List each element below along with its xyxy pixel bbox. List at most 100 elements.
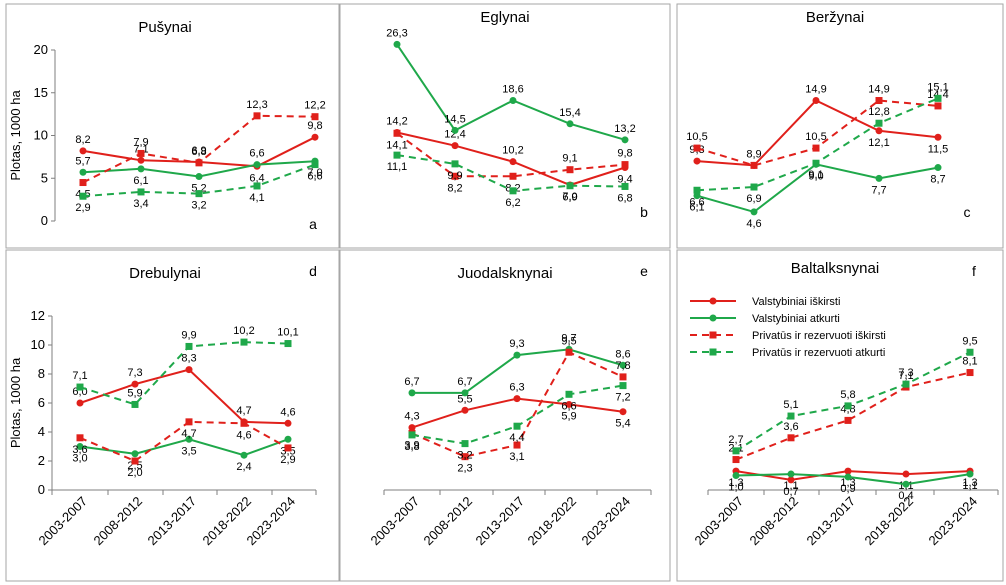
- data-point: [750, 208, 758, 216]
- data-label: 9,9: [181, 329, 196, 341]
- y-tick-label: 12: [31, 308, 45, 323]
- data-label: 5,4: [615, 418, 630, 430]
- panel-d: Drebulynai d 0 2 4 6 8 10 12 Plotas, 1000 ha 2003-…: [5, 249, 340, 582]
- data-label: 3,4: [133, 198, 148, 210]
- data-point: [284, 444, 292, 452]
- data-point: [875, 174, 883, 182]
- data-point: [566, 182, 574, 190]
- data-label: 0,9: [840, 483, 855, 495]
- series-line: [82, 163, 316, 198]
- data-label: 0,4: [898, 490, 913, 502]
- data-label: 8,2: [75, 134, 90, 146]
- data-label: 3,6: [783, 421, 798, 433]
- data-point: [185, 435, 193, 443]
- data-label: 5,5: [457, 393, 472, 405]
- data-label: 9,1: [562, 153, 577, 165]
- data-label: 5,7: [75, 155, 90, 167]
- data-label: 11,1: [387, 161, 408, 173]
- data-point: [137, 156, 145, 164]
- data-label: 1,1: [783, 480, 798, 492]
- data-point: [451, 172, 459, 180]
- data-label: 6,2: [505, 197, 520, 209]
- data-point: [131, 400, 139, 408]
- data-label: 9,5: [561, 335, 576, 347]
- data-point: [934, 164, 942, 172]
- data-point: [76, 443, 84, 450]
- data-label: 18,6: [502, 83, 523, 95]
- data-point: [461, 389, 469, 397]
- data-label: 6,8: [191, 146, 206, 158]
- data-label: 7,1: [133, 143, 148, 155]
- data-point: [79, 179, 87, 187]
- data-label: 5,9: [127, 387, 142, 399]
- x-tick-label: 2023-2024: [244, 494, 299, 549]
- panel-title: Baltalksnynai: [791, 260, 879, 277]
- data-label: 9,5: [962, 335, 977, 347]
- y-tick-label: 0: [41, 213, 48, 228]
- data-point: [619, 373, 627, 381]
- x-tick-label: 2008-2012: [91, 494, 146, 549]
- panel-title: Pušynai: [138, 19, 191, 36]
- data-label: 5,1: [783, 399, 798, 411]
- data-point: [79, 147, 87, 155]
- data-label: 10,5: [805, 131, 826, 143]
- panel-letter: a: [309, 216, 317, 232]
- data-label: 1,3: [962, 477, 977, 489]
- data-label: 14,2: [386, 116, 407, 128]
- data-point: [693, 186, 701, 194]
- data-label: 6,9: [191, 145, 206, 157]
- data-point: [253, 161, 261, 169]
- y-tick-label: 8: [38, 366, 45, 381]
- data-point: [509, 172, 517, 180]
- data-point: [393, 129, 401, 137]
- data-point: [131, 450, 139, 458]
- data-point: [76, 383, 84, 391]
- panel-c: Beržynaic9,38,914,912,111,56,14,69,07,78…: [676, 3, 1004, 249]
- data-point: [311, 133, 319, 141]
- x-tick-label: 2013-2017: [804, 494, 859, 549]
- data-point: [79, 168, 87, 176]
- legend: Valstybiniai iškirsti Valstybiniai atkurt…: [690, 296, 886, 359]
- data-point: [565, 348, 573, 356]
- data-label: 7,0: [562, 191, 577, 203]
- panel-title: Beržynai: [806, 9, 864, 26]
- series-line: [79, 341, 289, 406]
- data-label: 6,9: [746, 193, 761, 205]
- y-axis-label: Plotas, 1000 ha: [8, 357, 23, 448]
- data-label: 2,0: [127, 467, 142, 479]
- data-label: 6,7: [457, 376, 472, 388]
- data-label: 6,6: [307, 171, 322, 183]
- x-tick-label: 2003-2007: [36, 494, 91, 549]
- data-point: [79, 192, 87, 200]
- data-point: [732, 456, 740, 464]
- data-label: 2,5: [127, 460, 142, 472]
- data-label: 6,9: [562, 192, 577, 204]
- panel-title: Juodalsknynai: [457, 265, 552, 282]
- data-label: 3,0: [72, 453, 87, 465]
- legend-swatch-marker: [709, 348, 717, 356]
- legend-entry: Privatūs ir rezervuoti atkurti: [752, 347, 885, 359]
- data-label: 5,2: [191, 183, 206, 195]
- x-tick-label: 2013-2017: [145, 494, 200, 549]
- data-label: 12,2: [304, 100, 325, 112]
- data-point: [621, 182, 629, 190]
- panel-title: Eglynai: [480, 9, 529, 26]
- data-label: 5,8: [840, 389, 855, 401]
- data-label: 4,6: [746, 218, 761, 230]
- data-point: [513, 351, 521, 359]
- data-point: [509, 187, 517, 195]
- data-label: 7,8: [615, 360, 630, 372]
- data-point: [875, 97, 883, 105]
- data-point: [566, 120, 574, 128]
- data-label: 4,6: [236, 429, 251, 441]
- data-point: [240, 419, 248, 427]
- data-point: [875, 119, 883, 127]
- panel-border: [339, 249, 671, 582]
- data-label: 10,2: [502, 145, 523, 157]
- x-tick-label: 2023-2024: [579, 494, 634, 549]
- data-label: 8,3: [181, 353, 196, 365]
- series-line: [735, 351, 971, 452]
- data-point: [693, 192, 701, 200]
- data-label: 6,7: [404, 376, 419, 388]
